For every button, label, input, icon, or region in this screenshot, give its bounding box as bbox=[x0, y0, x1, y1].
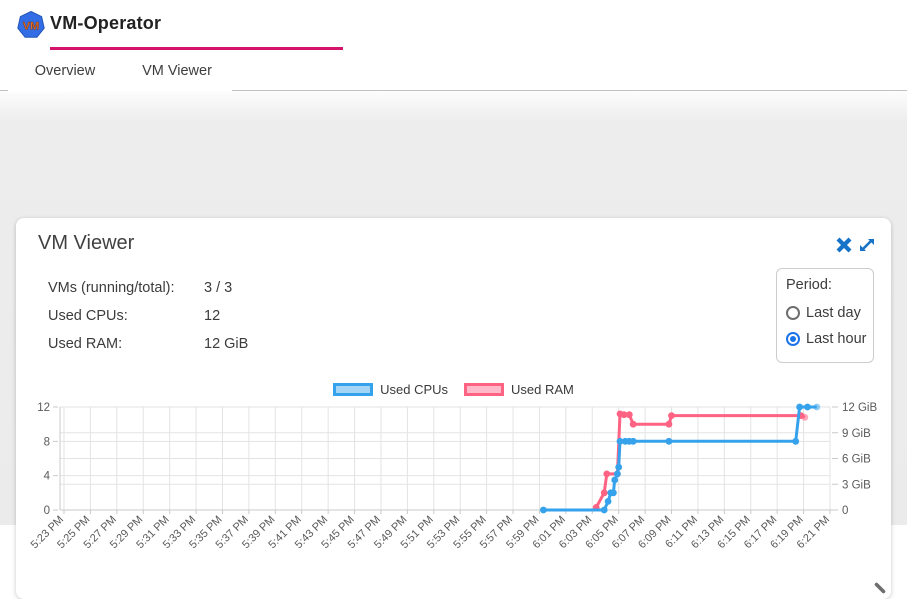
app-title: VM-Operator bbox=[50, 13, 162, 33]
data-point bbox=[610, 489, 617, 497]
app-header: VM VM-Operator bbox=[0, 0, 907, 51]
radio-last-hour[interactable]: Last hour bbox=[786, 326, 873, 352]
right-y-tick-label: 9 GiB bbox=[842, 428, 871, 440]
right-y-tick-label: 0 bbox=[842, 505, 848, 517]
chart-legend: Used CPUs Used RAM bbox=[16, 382, 891, 397]
stat-value-cpus: 12 bbox=[204, 308, 221, 324]
right-y-tick-label: 3 GiB bbox=[842, 479, 871, 491]
stat-value-vms: 3 / 3 bbox=[204, 280, 233, 296]
vm-viewer-panel: VM Viewer VMs (running/total): 3 / 3 bbox=[16, 218, 891, 599]
tab-vm-viewer-label: VM Viewer bbox=[142, 62, 212, 79]
legend-marker-ram bbox=[464, 383, 505, 396]
radio-last-hour-label: Last hour bbox=[806, 331, 867, 347]
tab-overview-label: Overview bbox=[34, 62, 96, 79]
series-used-cpus bbox=[540, 403, 821, 514]
header-accent-bar bbox=[50, 47, 343, 51]
tab-overview[interactable]: Overview bbox=[8, 50, 122, 92]
chart-wrap: 5:23 PM 5:25 PM 5:27 PM 5:29 PM 5:31 PM 5:33 … bbox=[15, 396, 892, 576]
data-point bbox=[801, 413, 809, 421]
radio-last-day-label: Last day bbox=[806, 305, 861, 321]
radio-last-day-icon[interactable] bbox=[786, 306, 800, 320]
data-point bbox=[668, 412, 675, 419]
data-point bbox=[665, 437, 673, 445]
right-y-tick-label: 6 GiB bbox=[842, 454, 871, 466]
left-y-tick-label: 12 bbox=[37, 402, 50, 414]
data-point bbox=[796, 403, 803, 411]
left-y-tick-label: 0 bbox=[44, 505, 50, 517]
radio-last-hour-icon[interactable] bbox=[786, 332, 800, 346]
stat-row-ram: Used RAM: 12 GiB bbox=[48, 330, 248, 358]
resize-handle-icon[interactable] bbox=[872, 580, 888, 596]
data-point bbox=[600, 506, 608, 514]
expand-panel-button[interactable] bbox=[857, 235, 877, 255]
right-y-tick-label: 12 GiB bbox=[842, 402, 877, 414]
period-selector: Period: Last day Last hour bbox=[776, 268, 874, 363]
radio-last-day[interactable]: Last day bbox=[786, 300, 873, 326]
data-point bbox=[615, 463, 623, 471]
legend-item-used-cpus[interactable]: Used CPUs bbox=[333, 382, 448, 397]
stats-block: VMs (running/total): 3 / 3 Used CPUs: 12… bbox=[48, 274, 248, 358]
tab-vm-viewer[interactable]: VM Viewer bbox=[122, 50, 232, 91]
vm-operator-logo-icon: VM bbox=[17, 11, 45, 38]
data-point bbox=[603, 470, 611, 478]
stat-value-ram: 12 GiB bbox=[204, 336, 249, 352]
data-point bbox=[614, 470, 621, 478]
chart-axes: 5:23 PM5:25 PM5:27 PM5:29 PM5:31 PM5:33 … bbox=[29, 402, 878, 551]
stat-label-cpus: Used CPUs: bbox=[48, 308, 128, 324]
legend-label-ram: Used RAM bbox=[511, 382, 574, 397]
stat-row-cpus: Used CPUs: 12 bbox=[48, 302, 248, 330]
left-y-tick-label: 8 bbox=[44, 436, 50, 448]
data-point bbox=[620, 411, 628, 419]
data-point bbox=[792, 437, 800, 445]
data-point bbox=[604, 498, 612, 505]
legend-item-used-ram[interactable]: Used RAM bbox=[464, 382, 574, 397]
data-point bbox=[616, 437, 624, 445]
data-point bbox=[540, 506, 547, 514]
svg-text:VM: VM bbox=[23, 21, 40, 33]
content-area: VM Viewer VMs (running/total): 3 / 3 bbox=[0, 91, 907, 599]
stat-label-ram: Used RAM: bbox=[48, 336, 123, 352]
data-point bbox=[629, 420, 637, 428]
legend-label-cpus: Used CPUs bbox=[380, 382, 449, 397]
usage-chart[interactable]: 5:23 PM5:25 PM5:27 PM5:29 PM5:31 PM5:33 … bbox=[15, 396, 892, 576]
data-point bbox=[629, 437, 637, 445]
expand-icon bbox=[860, 239, 874, 251]
left-y-tick-label: 4 bbox=[44, 471, 51, 483]
stat-label-vms: VMs (running/total): bbox=[48, 280, 175, 296]
data-point bbox=[665, 420, 673, 428]
data-point bbox=[804, 403, 811, 411]
data-point bbox=[813, 403, 821, 411]
data-point bbox=[625, 411, 633, 419]
period-label: Period: bbox=[786, 277, 832, 293]
chart-gridlines bbox=[60, 406, 831, 511]
data-point bbox=[600, 489, 608, 497]
stat-row-vms: VMs (running/total): 3 / 3 bbox=[48, 274, 248, 302]
close-icon bbox=[836, 237, 852, 253]
legend-marker-cpus bbox=[333, 383, 374, 396]
data-point bbox=[611, 476, 619, 484]
tab-bar: Overview VM Viewer bbox=[0, 50, 907, 92]
series-used-ram bbox=[592, 410, 809, 511]
panel-title: VM Viewer bbox=[38, 232, 135, 254]
chart-series bbox=[540, 403, 821, 514]
close-panel-button[interactable] bbox=[834, 235, 854, 255]
tab-bar-divider bbox=[0, 90, 907, 91]
